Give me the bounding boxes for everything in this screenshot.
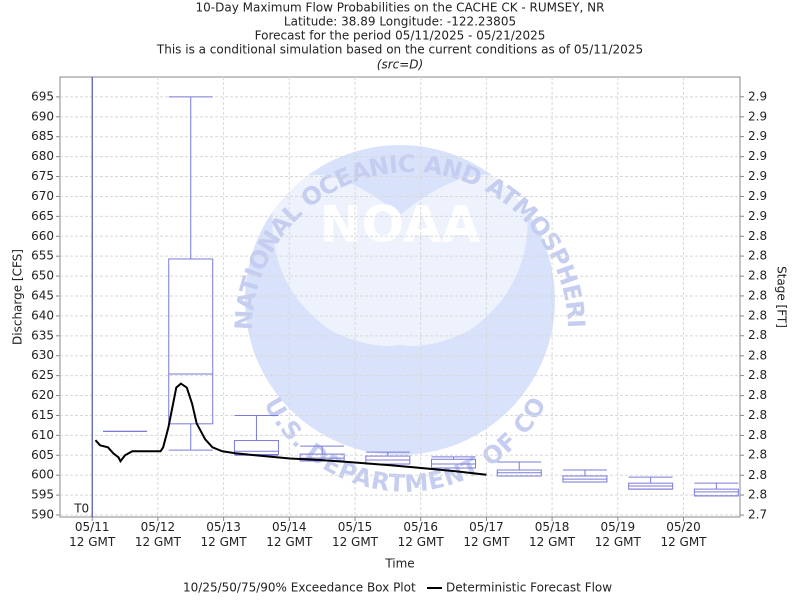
- chart-title: This is a conditional simulation based o…: [156, 43, 643, 57]
- y-axis-label: Discharge [CFS]: [11, 249, 25, 345]
- y2-tick-label: 2.8: [748, 229, 767, 243]
- chart-title: Forecast for the period 05/11/2025 - 05/…: [255, 29, 546, 43]
- x-tick-label: 05/18 12 GMT: [529, 520, 576, 549]
- x-tick-label: 05/15 12 GMT: [331, 520, 379, 549]
- x-tick-label: 05/19 12 GMT: [594, 520, 641, 549]
- y-tick-label: 695: [31, 89, 54, 103]
- y-tick-label: 635: [31, 328, 54, 342]
- y-tick-label: 605: [31, 448, 54, 462]
- y2-tick-label: 2.8: [748, 269, 767, 283]
- box: [693, 488, 739, 497]
- y2-tick-label: 2.7: [748, 508, 767, 522]
- y-tick-label: 670: [31, 189, 54, 203]
- x-axis-label: Time: [384, 557, 414, 571]
- y-tick-label: 615: [31, 408, 54, 422]
- y-tick-label: 610: [31, 428, 54, 442]
- legend-label: 10/25/50/75/90% Exceedance Box Plot: [183, 581, 416, 595]
- y2-tick-label: 2.9: [748, 89, 767, 103]
- y-tick-label: 600: [31, 468, 54, 482]
- chart-title: Latitude: 38.89 Longitude: -122.23805: [284, 15, 516, 29]
- x-tick-label: 05/12 12 GMT: [134, 520, 181, 549]
- box: [233, 440, 279, 455]
- y2-tick-label: 2.8: [748, 408, 767, 422]
- y2-tick-label: 2.9: [748, 209, 767, 223]
- box: [168, 258, 214, 425]
- y-tick-label: 595: [31, 488, 54, 502]
- y-tick-label: 625: [31, 368, 54, 382]
- chart-subtitle: (src=D): [377, 58, 423, 72]
- y-tick-label: 650: [31, 269, 54, 283]
- y2-tick-label: 2.9: [748, 109, 767, 123]
- y2-tick-label: 2.9: [748, 129, 767, 143]
- x-tick-label: 05/16 12 GMT: [397, 520, 444, 549]
- y-tick-label: 655: [31, 249, 54, 263]
- y2-tick-label: 2.9: [748, 149, 767, 163]
- x-tick-label: 05/17 12 GMT: [463, 520, 510, 549]
- y2-tick-label: 2.8: [748, 368, 767, 382]
- y-tick-label: 630: [31, 348, 54, 362]
- y2-tick-label: 2.8: [748, 448, 767, 462]
- x-tick-label: 05/11 12 GMT: [69, 520, 116, 549]
- x-tick-label: 05/13 12 GMT: [200, 520, 247, 549]
- y2-axis-label: Stage [FT]: [775, 266, 789, 328]
- y-tick-label: 685: [31, 129, 54, 143]
- y2-tick-label: 2.8: [748, 348, 767, 362]
- y-tick-label: 620: [31, 388, 54, 402]
- x-tick-label: 05/14 12 GMT: [266, 520, 313, 549]
- watermark-logo-text: NOAA: [320, 196, 481, 254]
- y-tick-label: 675: [31, 169, 54, 183]
- y-tick-label: 645: [31, 289, 54, 303]
- y2-tick-label: 2.8: [748, 328, 767, 342]
- y-tick-label: 640: [31, 308, 54, 322]
- y-tick-label: 660: [31, 229, 54, 243]
- noaa-logo: [245, 145, 555, 455]
- y2-tick-label: 2.8: [748, 249, 767, 263]
- y-tick-label: 690: [31, 109, 54, 123]
- y2-tick-label: 2.8: [748, 308, 767, 322]
- y2-tick-label: 2.8: [748, 288, 767, 302]
- y-tick-label: 590: [31, 508, 54, 522]
- y2-tick-label: 2.8: [748, 428, 767, 442]
- x-tick-label: 05/20 12 GMT: [660, 520, 707, 549]
- y2-tick-label: 2.8: [748, 488, 767, 502]
- plot-area: [59, 76, 741, 518]
- y-tick-label: 680: [31, 149, 54, 163]
- legend-label: Deterministic Forecast Flow: [446, 581, 612, 595]
- line: [94, 382, 487, 476]
- chart-title: 10-Day Maximum Flow Probabilities on the…: [196, 1, 605, 15]
- y2-tick-label: 2.8: [748, 468, 767, 482]
- y2-tick-label: 2.9: [748, 189, 767, 203]
- y-tick-label: 665: [31, 209, 54, 223]
- y2-tick-label: 2.8: [748, 388, 767, 402]
- t0-label: T0: [73, 502, 89, 516]
- y2-tick-label: 2.9: [748, 169, 767, 183]
